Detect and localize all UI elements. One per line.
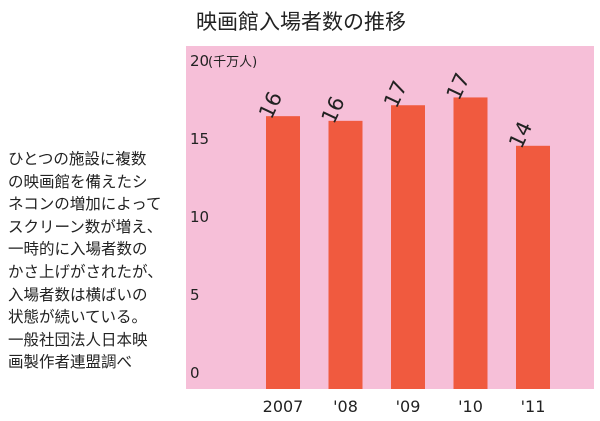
caption-line: 一般社団法人日本映	[8, 330, 148, 349]
x-tick-label: '10	[458, 397, 483, 416]
bar	[516, 145, 550, 389]
caption-line: ネコンの増加によって	[8, 195, 162, 214]
y-tick-label: 20	[190, 52, 209, 70]
caption: ひとつの施設に複数 の映画館を備えたシ ネコンの増加によって スクリーン数が増え…	[8, 148, 190, 374]
y-tick-label: 0	[190, 364, 200, 382]
caption-line: 一時的に入場者数の	[8, 240, 148, 259]
caption-line: の映画館を備えたシ	[8, 172, 148, 191]
x-tick-label: 2007	[263, 397, 304, 416]
caption-line: かさ上げがされたが、	[8, 262, 163, 281]
bar	[328, 120, 363, 389]
y-tick-label: 10	[190, 208, 209, 226]
y-tick-label: 15	[190, 130, 209, 148]
x-tick-label: '08	[333, 397, 358, 416]
bar	[391, 105, 425, 390]
bar	[266, 116, 300, 389]
x-tick-label: '11	[521, 397, 546, 416]
x-tick-label: '09	[396, 397, 421, 416]
caption-line: 状態が続いている。	[8, 308, 148, 327]
caption-line: 入場者数は横ばいの	[8, 285, 148, 304]
caption-line: 画製作者連盟調べ	[8, 353, 133, 372]
chart-title: 映画館入場者数の推移	[196, 10, 406, 34]
caption-line: ひとつの施設に複数	[8, 150, 147, 168]
bar	[453, 97, 488, 389]
unit-label: (千万人)	[208, 55, 257, 70]
y-tick-label: 5	[190, 286, 200, 304]
caption-line: スクリーン数が増え、	[8, 217, 163, 236]
